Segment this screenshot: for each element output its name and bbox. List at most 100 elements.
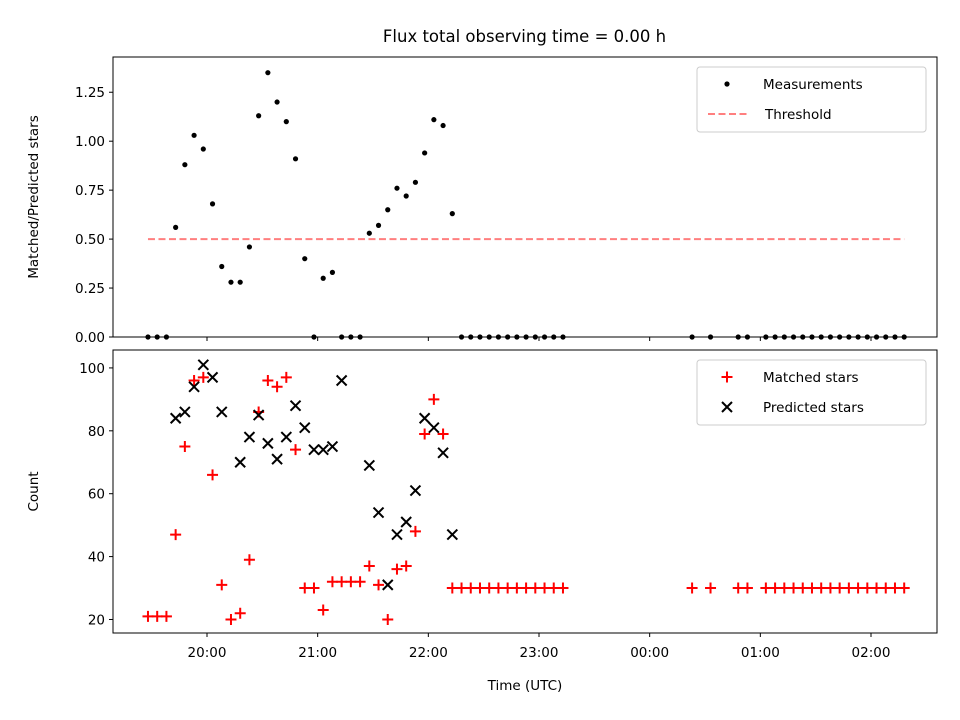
matched-star-point bbox=[391, 563, 403, 575]
bottom-series-0 bbox=[142, 371, 910, 625]
predicted-star-point bbox=[299, 421, 311, 434]
predicted-star-point bbox=[197, 359, 210, 371]
predicted-star-point bbox=[437, 447, 449, 459]
measurement-point bbox=[283, 119, 289, 125]
measurement-point bbox=[422, 150, 428, 156]
matched-star-point bbox=[179, 441, 191, 453]
measurement-point bbox=[228, 279, 234, 285]
measurement-point bbox=[366, 230, 372, 236]
measurement-point bbox=[431, 117, 437, 123]
measurement-point bbox=[191, 132, 197, 138]
legend-matched-swatch bbox=[721, 371, 733, 383]
predicted-star-point bbox=[372, 506, 385, 519]
predicted-star-point bbox=[169, 412, 182, 424]
bottom-y-axis-label: Count bbox=[26, 471, 42, 511]
matched-star-point bbox=[225, 613, 237, 625]
measurement-point bbox=[385, 207, 391, 213]
predicted-star-point bbox=[206, 371, 219, 384]
bottom-x-tick-label: 21:00 bbox=[298, 645, 337, 661]
matched-star-point bbox=[428, 393, 440, 405]
matched-star-point bbox=[354, 576, 366, 588]
legend-label: Predicted stars bbox=[763, 400, 864, 416]
predicted-star-point bbox=[216, 406, 228, 418]
top-y-tick-label: 1.00 bbox=[75, 134, 105, 150]
matched-star-point bbox=[806, 582, 818, 594]
matched-star-point bbox=[336, 576, 348, 588]
predicted-star-point bbox=[271, 453, 283, 465]
top-y-tick-label: 0.50 bbox=[75, 232, 105, 248]
measurement-point bbox=[440, 122, 446, 129]
legend-label: Threshold bbox=[764, 107, 832, 123]
top-y-tick-label: 0.75 bbox=[75, 183, 105, 199]
measurement-point bbox=[403, 193, 409, 199]
predicted-star-point bbox=[446, 528, 459, 541]
bottom-x-tick-label: 00:00 bbox=[630, 645, 669, 661]
measurement-point bbox=[412, 179, 419, 185]
measurement-point bbox=[219, 263, 225, 270]
measurement-point bbox=[292, 156, 299, 162]
matched-star-point bbox=[373, 579, 385, 591]
matched-star-point bbox=[363, 560, 375, 572]
matched-star-point bbox=[299, 582, 311, 594]
predicted-star-point bbox=[400, 516, 412, 528]
matched-star-point bbox=[474, 582, 486, 594]
matched-star-point bbox=[446, 582, 458, 594]
matched-star-point bbox=[207, 469, 219, 481]
bottom-y-tick-label: 60 bbox=[88, 487, 105, 503]
predicted-star-point bbox=[289, 399, 302, 412]
measurement-point bbox=[329, 269, 336, 275]
matched-star-point bbox=[778, 582, 790, 594]
matched-star-point bbox=[502, 582, 514, 594]
predicted-star-point bbox=[409, 484, 422, 497]
predicted-star-point bbox=[317, 443, 329, 456]
predicted-star-point bbox=[335, 374, 348, 387]
bottom-legend: Matched stars Predicted stars bbox=[696, 359, 927, 426]
top-y-tick-label: 0.25 bbox=[75, 281, 105, 297]
bottom-series-1 bbox=[169, 359, 459, 591]
predicted-star-point bbox=[418, 412, 431, 424]
matched-star-point bbox=[548, 582, 560, 594]
predicted-star-point bbox=[382, 579, 394, 591]
matched-star-point bbox=[871, 582, 883, 594]
measurement-point bbox=[237, 279, 243, 285]
matched-star-point bbox=[769, 582, 781, 594]
measurement-point bbox=[200, 146, 206, 152]
top-y-tick-label: 0.00 bbox=[75, 330, 105, 346]
top-legend-box bbox=[696, 66, 927, 133]
bottom-y-tick-label: 40 bbox=[88, 550, 105, 566]
predicted-star-point bbox=[363, 459, 376, 472]
measurement-point bbox=[246, 244, 253, 250]
bottom-legend-box bbox=[696, 359, 927, 426]
predicted-star-point bbox=[391, 528, 403, 541]
bottom-x-tick-label: 01:00 bbox=[741, 645, 780, 661]
matched-star-point bbox=[326, 576, 338, 588]
matched-star-point bbox=[492, 582, 504, 594]
matched-star-point bbox=[216, 579, 228, 591]
bottom-x-tick-label: 23:00 bbox=[520, 645, 559, 661]
top-y-tick-label: 1.25 bbox=[75, 85, 105, 101]
legend-label: Matched stars bbox=[763, 370, 859, 386]
matched-star-point bbox=[345, 576, 357, 588]
top-legend: Measurements Threshold bbox=[696, 66, 927, 133]
matched-star-point bbox=[188, 375, 200, 387]
predicted-star-point bbox=[252, 409, 265, 421]
measurement-point bbox=[394, 185, 400, 191]
bottom-axes-frame bbox=[112, 349, 938, 634]
bottom-y-tick-label: 100 bbox=[79, 361, 105, 377]
bottom-x-tick-label: 02:00 bbox=[852, 645, 891, 661]
matched-star-point bbox=[308, 582, 320, 594]
matched-star-point bbox=[788, 582, 800, 594]
top-y-axis-label: Matched/Predicted stars bbox=[26, 115, 42, 278]
measurement-point bbox=[449, 211, 455, 217]
measurement-point bbox=[320, 275, 326, 281]
predicted-star-point bbox=[326, 440, 339, 453]
predicted-star-point bbox=[188, 381, 200, 393]
matched-star-point bbox=[317, 604, 329, 616]
matched-star-point bbox=[861, 582, 873, 594]
matched-star-point bbox=[456, 582, 468, 594]
bottom-x-tick-label: 20:00 bbox=[188, 645, 227, 661]
legend-measurement-swatch bbox=[724, 81, 730, 87]
matched-star-point bbox=[898, 582, 910, 594]
matched-star-point bbox=[419, 428, 431, 440]
